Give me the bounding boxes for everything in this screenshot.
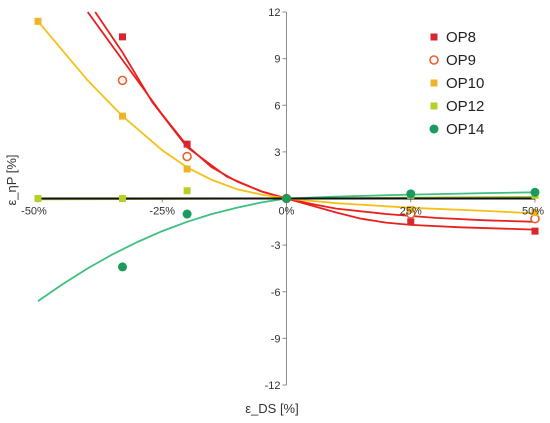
legend-marker-op10 (430, 79, 438, 87)
data-point-op8 (183, 140, 191, 148)
data-point-op14 (530, 187, 540, 197)
legend-marker-op8 (430, 33, 438, 41)
data-point-op12 (34, 195, 42, 202)
legend-label-op14: OP14 (446, 121, 484, 138)
data-point-op14 (406, 189, 416, 199)
data-points (34, 17, 540, 272)
y-tick-label: -6 (271, 287, 281, 299)
trend-line-op10 (37, 20, 536, 215)
legend-marker-op14 (429, 124, 439, 134)
y-tick-label: 12 (268, 7, 280, 19)
data-point-op14 (282, 194, 291, 203)
data-point-op8 (407, 218, 415, 226)
data-point-op10 (407, 205, 415, 213)
legend-marker-op9 (429, 55, 439, 65)
legend: OP8 OP9 OP10 OP12 OP14 (429, 29, 484, 138)
legend-label-op12: OP12 (446, 98, 484, 115)
data-point-op10 (118, 112, 126, 120)
y-tick-label: 9 (274, 54, 280, 66)
y-tick-label: 6 (274, 100, 280, 112)
axis-titles: ε_DS [%] ε_ηP [%] (4, 154, 299, 416)
data-point-op12 (183, 187, 191, 195)
data-point-op9 (182, 151, 192, 162)
data-point-op10 (183, 165, 191, 173)
legend-label-op9: OP9 (446, 52, 476, 69)
x-tick-label: 25% (400, 206, 422, 218)
legend-marker-op12 (430, 102, 438, 110)
legend-label-op8: OP8 (446, 29, 476, 46)
x-tick-label: -50% (21, 206, 47, 218)
tick-labels: -12 -9 -6 -3 3 6 9 12 -50% -25% 0% 25% 50% (21, 7, 544, 392)
x-tick-label: -25% (149, 206, 175, 218)
y-tick-label: 3 (274, 147, 280, 159)
y-axis-title: ε_ηP [%] (4, 154, 19, 205)
y-tick-label: -12 (265, 380, 281, 392)
data-point-op8 (118, 33, 126, 41)
y-tick-label: -3 (271, 240, 281, 252)
legend-label-op10: OP10 (446, 75, 484, 92)
data-point-op14 (182, 209, 192, 219)
data-point-op12 (118, 195, 126, 202)
data-point-op10 (531, 208, 539, 216)
y-tick-label: -9 (271, 333, 281, 345)
data-point-op10 (34, 17, 42, 25)
trend-line-op9 (86, 11, 536, 223)
trend-line-op14 (37, 191, 536, 302)
x-tick-label: 50% (522, 206, 544, 218)
x-tick-label: 0% (279, 206, 295, 218)
data-point-op9 (117, 75, 128, 86)
data-point-op8 (531, 227, 539, 235)
data-point-op14 (117, 262, 127, 272)
x-axis-title: ε_DS [%] (245, 401, 298, 416)
